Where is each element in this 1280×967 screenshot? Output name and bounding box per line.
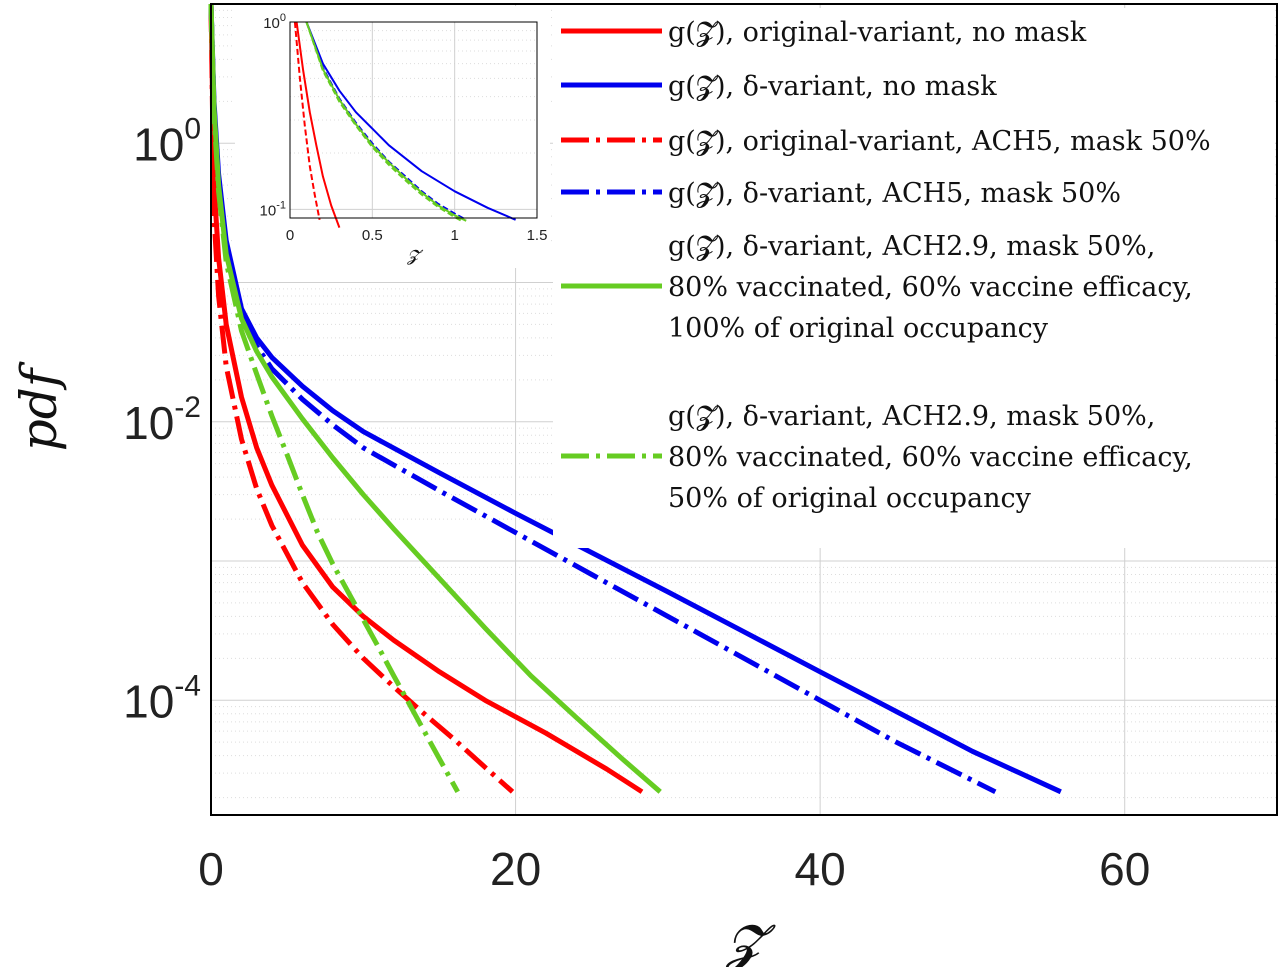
inset-series-line-3: [305, 21, 516, 221]
y-tick-base: 10: [123, 675, 174, 727]
inset-series-line-6: [305, 21, 464, 223]
main-series-line-5: [208, 3, 662, 794]
inset-x-tick-label: 1: [450, 227, 458, 244]
legend-label-6: g(𝓩), δ-variant, ACH2.9, mask 50%,: [668, 401, 1155, 432]
main-x-tick-label: 60: [1099, 843, 1150, 895]
inset-series-group: [293, 21, 516, 228]
legend: g(𝓩), original-variant, no mask g(𝓩), δ-v…: [561, 17, 1211, 514]
legend-label-5: g(𝓩), δ-variant, ACH2.9, mask 50%,: [668, 231, 1155, 262]
inset-x-tick-label: 0.5: [362, 227, 383, 244]
legend-label-5: 100% of original occupancy: [668, 313, 1049, 344]
inset-series-line-1: [295, 21, 341, 228]
legend-label-5: 80% vaccinated, 60% vaccine efficacy,: [668, 272, 1193, 303]
legend-label-4: g(𝓩), δ-variant, ACH5, mask 50%: [668, 178, 1121, 209]
legend-box: [553, 8, 1275, 548]
y-tick-exponent: 0: [184, 112, 201, 145]
inset-plot-frame: [289, 21, 538, 219]
main-series-line-1: [208, 3, 644, 794]
inset-background: [235, 6, 550, 268]
y-tick-exponent: -1: [276, 199, 286, 211]
main-plot-frame: [210, 3, 1278, 816]
main-series-line-3: [208, 3, 515, 794]
y-tick-exponent: -4: [174, 669, 201, 702]
main-y-tick-label: 10-4: [123, 669, 201, 727]
inset-x-tick-label: 0: [286, 227, 294, 244]
inset-y-tick-label: 10-1: [260, 199, 286, 219]
y-tick-base: 10: [133, 118, 184, 170]
y-tick-exponent: -2: [174, 391, 201, 424]
inset-series-line-2: [293, 21, 321, 220]
inset-y-tick-label: 100: [263, 12, 286, 32]
main-y-tick-label: 100: [133, 112, 201, 170]
inset-x-tick-label: 1.5: [527, 227, 548, 244]
legend-label-1: g(𝓩), original-variant, no mask: [668, 17, 1087, 48]
legend-label-6: 80% vaccinated, 60% vaccine efficacy,: [668, 442, 1193, 473]
y-tick-exponent: 0: [280, 12, 286, 24]
main-x-tick-label: 20: [490, 843, 541, 895]
main-series-line-6: [208, 3, 460, 794]
legend-label-2: g(𝓩), δ-variant, no mask: [668, 71, 997, 102]
y-tick-base: 10: [123, 397, 174, 449]
y-axis-label: pdf: [10, 361, 68, 451]
main-series-group: [208, 3, 1062, 795]
legend-label-3: g(𝓩), original-variant, ACH5, mask 50%: [668, 126, 1211, 157]
y-tick-base: 10: [263, 15, 280, 32]
main-x-tick-label: 40: [795, 843, 846, 895]
main-y-tick-label: 10-2: [123, 391, 201, 449]
y-tick-base: 10: [260, 202, 277, 219]
legend-label-6: 50% of original occupancy: [668, 483, 1032, 514]
main-x-tick-label: 0: [198, 843, 224, 895]
